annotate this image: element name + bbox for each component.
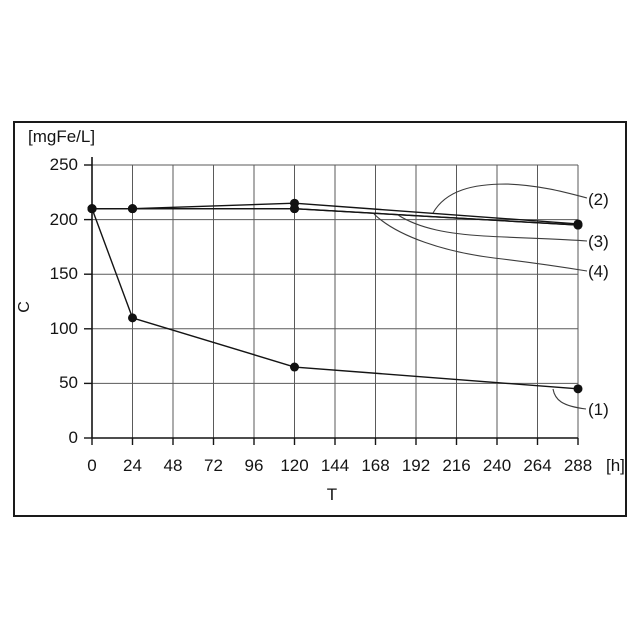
y-tick-label: 250 bbox=[49, 155, 78, 174]
series-line-4 bbox=[92, 207, 579, 226]
x-tick-label: 96 bbox=[244, 456, 264, 475]
x-axis-title: T bbox=[326, 485, 338, 504]
series-line-1 bbox=[91, 208, 579, 390]
x-axis-unit-label: [h] bbox=[606, 456, 625, 475]
x-tick-label: 192 bbox=[401, 456, 431, 475]
series-callout-label-1: (1) bbox=[588, 400, 609, 419]
x-tick-label: 144 bbox=[320, 456, 350, 475]
series-callout-label-3: (3) bbox=[588, 232, 609, 251]
series-4-data-point bbox=[128, 204, 137, 214]
series-callout-label-2: (2) bbox=[588, 190, 609, 209]
y-tick-label: 200 bbox=[49, 209, 78, 229]
callout-leader-1 bbox=[552, 388, 587, 410]
series-1-data-point bbox=[573, 384, 583, 394]
series-4-data-point bbox=[290, 204, 299, 214]
x-tick-label: 24 bbox=[123, 456, 142, 475]
y-tick-label: 150 bbox=[49, 264, 78, 284]
x-tick-label: 48 bbox=[163, 456, 183, 475]
y-axis-unit-label: [mgFe/L] bbox=[28, 127, 96, 146]
callout-leader-3 bbox=[397, 214, 588, 242]
callout-leader-2 bbox=[432, 183, 588, 214]
x-tick-label: 264 bbox=[523, 456, 552, 475]
y-tick-label: 50 bbox=[59, 373, 78, 393]
series-1-data-point bbox=[87, 204, 97, 214]
callout-leader-4 bbox=[373, 213, 588, 272]
series-1-data-point bbox=[128, 313, 137, 323]
series-callout-label-4: (4) bbox=[588, 262, 609, 281]
x-tick-label: 120 bbox=[280, 456, 309, 475]
x-tick-label: 168 bbox=[361, 456, 390, 475]
x-tick-label: 0 bbox=[87, 456, 97, 475]
figure-frame bbox=[13, 121, 627, 517]
x-tick-label: 216 bbox=[442, 456, 471, 475]
y-axis-title: C bbox=[16, 301, 33, 313]
y-tick-label: 100 bbox=[49, 318, 78, 338]
series-1-data-point bbox=[290, 362, 299, 372]
series-4-data-point bbox=[573, 220, 583, 230]
x-tick-label: 240 bbox=[482, 456, 512, 475]
x-tick-label: 288 bbox=[563, 456, 593, 475]
x-tick-label: 72 bbox=[204, 456, 223, 475]
y-tick-label: 0 bbox=[68, 428, 78, 447]
